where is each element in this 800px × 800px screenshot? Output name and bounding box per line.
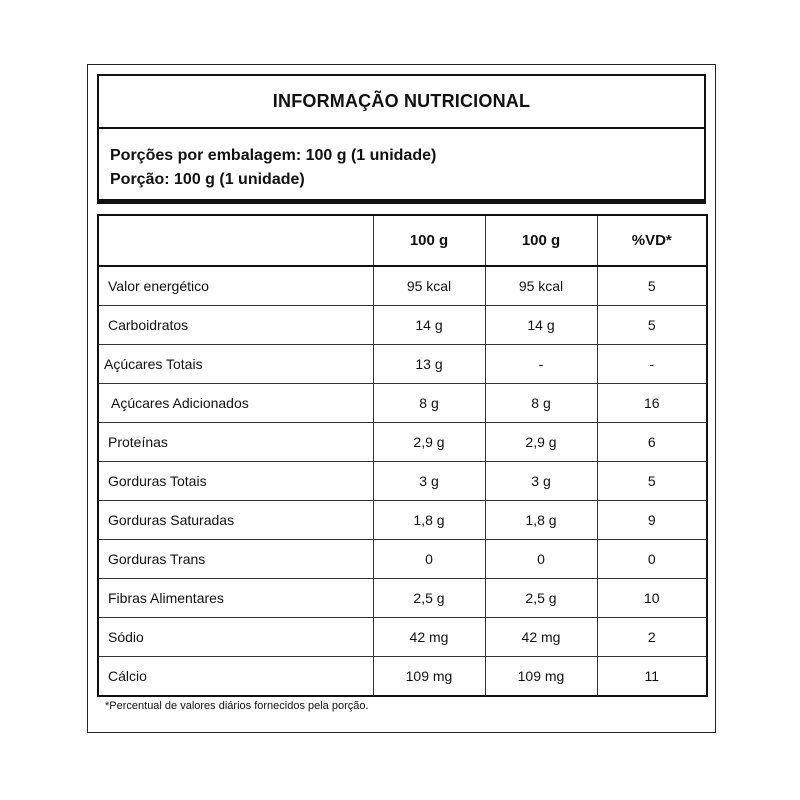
- nutrient-name: Carboidratos: [97, 305, 374, 345]
- daily-value: 5: [596, 305, 708, 345]
- nutrient-name: Cálcio: [97, 656, 374, 697]
- daily-value-footnote: *Percentual de valores diários fornecido…: [105, 700, 369, 712]
- daily-value: 5: [596, 461, 708, 501]
- amount-portion: 3 g: [484, 461, 598, 501]
- nutrient-name: Fibras Alimentares: [97, 578, 374, 618]
- nutrient-name: Açúcares Totais: [97, 344, 374, 384]
- table-header-row: 100 g 100 g %VD*: [97, 214, 708, 267]
- table-row: Gorduras Saturadas 1,8 g 1,8 g 9: [97, 500, 708, 540]
- nutrient-name: Sódio: [97, 617, 374, 657]
- table-row: Fibras Alimentares 2,5 g 2,5 g 10: [97, 578, 708, 618]
- header-amount-portion: 100 g: [484, 214, 598, 267]
- nutrient-name: Proteínas: [97, 422, 374, 462]
- amount-portion: 109 mg: [484, 656, 598, 697]
- table-row: Açúcares Totais 13 g - -: [97, 344, 708, 384]
- nutrient-name: Açúcares Adicionados: [97, 383, 374, 423]
- amount-portion: 42 mg: [484, 617, 598, 657]
- amount-100g: 8 g: [372, 383, 486, 423]
- serving-info: Porções por embalagem: 100 g (1 unidade)…: [110, 144, 436, 192]
- label-header: INFORMAÇÃO NUTRICIONAL Porções por embal…: [97, 74, 706, 204]
- header-nutrient: [97, 214, 374, 267]
- table-row: Proteínas 2,9 g 2,9 g 6: [97, 422, 708, 462]
- amount-100g: 2,5 g: [372, 578, 486, 618]
- amount-100g: 14 g: [372, 305, 486, 345]
- table-row: Valor energético 95 kcal 95 kcal 5: [97, 265, 708, 306]
- daily-value: 0: [596, 539, 708, 579]
- table-row: Cálcio 109 mg 109 mg 11: [97, 656, 708, 697]
- table-row: Gorduras Trans 0 0 0: [97, 539, 708, 579]
- amount-portion: 8 g: [484, 383, 598, 423]
- table-row: Sódio 42 mg 42 mg 2: [97, 617, 708, 657]
- servings-per-package: Porções por embalagem: 100 g (1 unidade): [110, 147, 437, 164]
- amount-portion: 2,5 g: [484, 578, 598, 618]
- amount-100g: 1,8 g: [372, 500, 486, 540]
- nutrient-name: Valor energético: [97, 265, 374, 306]
- amount-100g: 42 mg: [372, 617, 486, 657]
- amount-portion: 95 kcal: [484, 265, 598, 306]
- amount-portion: 1,8 g: [484, 500, 598, 540]
- amount-portion: 0: [484, 539, 598, 579]
- daily-value: 9: [596, 500, 708, 540]
- nutrient-name: Gorduras Totais: [97, 461, 374, 501]
- nutrition-label: [87, 64, 716, 733]
- amount-portion: -: [484, 344, 598, 384]
- nutrition-table: 100 g 100 g %VD* Valor energético 95 kca…: [97, 214, 708, 697]
- header-amount-100g: 100 g: [372, 214, 486, 267]
- amount-portion: 14 g: [484, 305, 598, 345]
- amount-portion: 2,9 g: [484, 422, 598, 462]
- daily-value: 16: [596, 383, 708, 423]
- daily-value: 10: [596, 578, 708, 618]
- daily-value: -: [596, 344, 708, 384]
- amount-100g: 3 g: [372, 461, 486, 501]
- amount-100g: 95 kcal: [372, 265, 486, 306]
- nutrient-name: Gorduras Saturadas: [97, 500, 374, 540]
- header-daily-value: %VD*: [596, 214, 708, 267]
- amount-100g: 109 mg: [372, 656, 486, 697]
- nutrient-name: Gorduras Trans: [97, 539, 374, 579]
- daily-value: 2: [596, 617, 708, 657]
- label-title: INFORMAÇÃO NUTRICIONAL: [99, 76, 704, 129]
- daily-value: 6: [596, 422, 708, 462]
- amount-100g: 2,9 g: [372, 422, 486, 462]
- amount-100g: 0: [372, 539, 486, 579]
- daily-value: 11: [596, 656, 708, 697]
- table-row: Açúcares Adicionados 8 g 8 g 16: [97, 383, 708, 423]
- table-row: Gorduras Totais 3 g 3 g 5: [97, 461, 708, 501]
- table-row: Carboidratos 14 g 14 g 5: [97, 305, 708, 345]
- serving-size: Porção: 100 g (1 unidade): [110, 171, 305, 188]
- amount-100g: 13 g: [372, 344, 486, 384]
- daily-value: 5: [596, 265, 708, 306]
